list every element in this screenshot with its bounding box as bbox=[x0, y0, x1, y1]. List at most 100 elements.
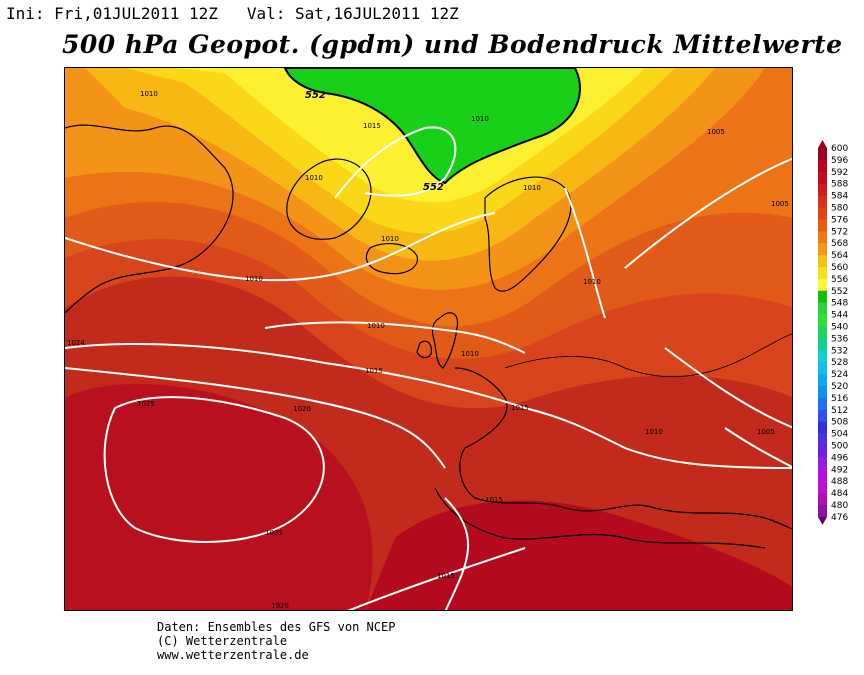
colorbar-swatch bbox=[818, 207, 827, 220]
colorbar-label: 536 bbox=[831, 334, 848, 344]
footer-copyright: (C) Wetterzentrale bbox=[157, 634, 288, 648]
border-lines bbox=[504, 333, 792, 378]
isobar-1010-scand bbox=[564, 187, 606, 319]
run-info: Ini: Fri,01JUL2011 12Z Val: Sat,16JUL201… bbox=[6, 4, 459, 23]
footer-website: www.wetterzentrale.de bbox=[157, 648, 309, 662]
colorbar-swatch bbox=[818, 457, 827, 470]
isobar-label: 1010 bbox=[461, 350, 479, 358]
colorbar-label: 560 bbox=[831, 263, 848, 273]
colorbar-swatch bbox=[818, 267, 827, 280]
isobar-label: 1010 bbox=[523, 184, 541, 192]
geo-label-552-b: 552 bbox=[423, 182, 444, 193]
colorbar-label: 544 bbox=[831, 311, 848, 321]
colorbar-label: 576 bbox=[831, 215, 848, 225]
colorbar-swatch bbox=[818, 445, 827, 458]
valid-time: Sat,16JUL2011 12Z bbox=[295, 4, 459, 23]
isobar-label: 1010 bbox=[367, 322, 385, 330]
colorbar-label: 504 bbox=[831, 430, 848, 440]
colorbar-swatch bbox=[818, 350, 827, 363]
colorbar-swatch bbox=[818, 243, 827, 256]
map-svg: 552 552 1010 1015 1010 1010 1010 1010 10… bbox=[65, 68, 792, 610]
isobar-1010-mid bbox=[264, 321, 526, 354]
low-552 bbox=[283, 68, 581, 185]
colorbar-swatch bbox=[818, 255, 827, 268]
isobar-label: 1010 bbox=[471, 115, 489, 123]
isobar-label: 1015 bbox=[365, 367, 383, 375]
isobar-label: 1010 bbox=[245, 275, 263, 283]
colorbar-label: 592 bbox=[831, 168, 848, 178]
colorbar-swatch bbox=[818, 219, 827, 232]
isobar-label: 1010 bbox=[645, 428, 663, 436]
colorbar-label: 548 bbox=[831, 299, 848, 309]
footer-data-source: Daten: Ensembles des GFS von NCEP bbox=[157, 620, 396, 634]
isobar-1015-south bbox=[444, 497, 470, 610]
isobar-1020-south bbox=[347, 547, 526, 610]
colorbar-swatch bbox=[818, 338, 827, 351]
colorbar-swatch bbox=[818, 386, 827, 399]
band-588-south bbox=[365, 500, 792, 610]
valid-label: Val: bbox=[246, 4, 286, 23]
colorbar-label: 568 bbox=[831, 239, 848, 249]
colorbar-label: 580 bbox=[831, 204, 848, 214]
colorbar-label: 564 bbox=[831, 251, 848, 261]
footer: Daten: Ensembles des GFS von NCEP (C) We… bbox=[157, 620, 395, 662]
isobar-label: 1020 bbox=[293, 405, 311, 413]
colorbar-swatch bbox=[818, 159, 827, 173]
isobar-1005-se bbox=[724, 427, 792, 469]
north-america-coast bbox=[65, 124, 234, 314]
colorbar-label: 520 bbox=[831, 382, 848, 392]
init-label: Ini: bbox=[6, 4, 45, 23]
colorbar-label: 596 bbox=[831, 156, 848, 166]
isobar-label: 1010 bbox=[140, 90, 158, 98]
isobar-label: 1025 bbox=[137, 400, 155, 408]
colorbar-swatch bbox=[818, 505, 827, 518]
colorbar-label: 572 bbox=[831, 227, 848, 237]
colorbar-swatch bbox=[818, 302, 827, 316]
colorbar-swatch bbox=[818, 231, 827, 244]
colorbar-swatch bbox=[818, 469, 827, 482]
isobar-label: 1005 bbox=[771, 200, 789, 208]
colorbar-swatch bbox=[818, 397, 827, 411]
isobar-label: 1015 bbox=[437, 572, 455, 580]
isobar-label: 1005 bbox=[757, 428, 775, 436]
colorbar-swatch bbox=[818, 421, 827, 435]
colorbar-label: 500 bbox=[831, 442, 848, 452]
isobar-label: 1024 bbox=[67, 339, 85, 347]
colorbar-label: 516 bbox=[831, 394, 848, 404]
colorbar-swatch bbox=[818, 290, 827, 304]
isobar-label: 1010 bbox=[381, 235, 399, 243]
colorbar-swatch bbox=[818, 433, 827, 446]
colorbar-label: 496 bbox=[831, 453, 848, 463]
colorbar-swatch bbox=[818, 362, 827, 375]
map-title: 500 hPa Geopot. (gpdm) und Bodendruck Mi… bbox=[62, 30, 843, 59]
isobar-label: 1025 bbox=[265, 529, 283, 537]
isobar-label: 1010 bbox=[305, 174, 323, 182]
init-time: Fri,01JUL2011 12Z bbox=[54, 4, 218, 23]
colorbar-swatch bbox=[818, 374, 827, 387]
isobar-1025 bbox=[103, 396, 325, 543]
isobar-label: 1005 bbox=[707, 128, 725, 136]
europe-coast bbox=[454, 367, 792, 530]
colorbar-swatch bbox=[818, 171, 827, 185]
colorbar-label: 600 bbox=[831, 144, 848, 154]
geo-label-552-a: 552 bbox=[305, 90, 326, 101]
colorbar-swatch bbox=[818, 148, 827, 161]
isobar-label: 1020 bbox=[271, 602, 289, 610]
colorbar-swatch bbox=[818, 195, 827, 208]
colorbar-label: 524 bbox=[831, 370, 848, 380]
ireland-coast bbox=[416, 340, 432, 359]
colorbar-label: 532 bbox=[831, 346, 848, 356]
colorbar-bottom-arrow bbox=[818, 516, 827, 525]
colorbar-label: 484 bbox=[831, 489, 848, 499]
band-588-west bbox=[65, 383, 373, 610]
isobar-1010-east bbox=[664, 347, 792, 429]
isobar-1005-east bbox=[624, 157, 792, 269]
colorbar-label: 540 bbox=[831, 323, 848, 333]
colorbar-swatch bbox=[818, 278, 827, 292]
isobar-label: 1015 bbox=[363, 122, 381, 130]
colorbar-label: 528 bbox=[831, 358, 848, 368]
colorbar-label: 480 bbox=[831, 501, 848, 511]
colorbar-label: 584 bbox=[831, 192, 848, 202]
isobar-label: 1015 bbox=[511, 404, 529, 412]
scandinavia-coast bbox=[484, 176, 572, 292]
